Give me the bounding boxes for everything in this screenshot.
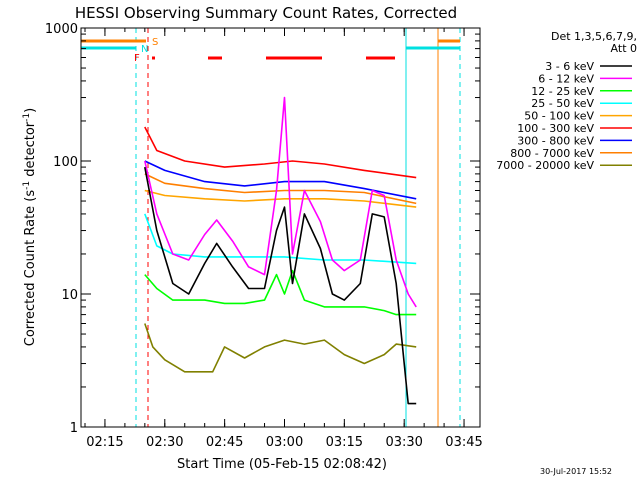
- legend-label: 3 - 6 keV: [545, 60, 594, 73]
- x-axis-ticks: 02:15 02:30 02:45 03:00 03:15 03:30 03:45: [84, 28, 483, 450]
- y-axis-ticks: 1 10 100 1000: [45, 22, 480, 436]
- x-tick-label: 02:45: [206, 435, 243, 450]
- x-tick-label: 02:30: [146, 435, 183, 450]
- legend-label: 25 - 50 keV: [531, 97, 594, 110]
- x-tick-label: 03:00: [266, 435, 303, 450]
- series-line-1: [144, 166, 417, 405]
- plot-area: SNF: [81, 28, 461, 427]
- legend-label: 12 - 25 keV: [531, 85, 594, 98]
- x-tick-label: 03:15: [326, 435, 363, 450]
- series-line-8: [144, 173, 417, 205]
- series-line-4: [144, 213, 417, 265]
- flag-label-f: F: [134, 53, 140, 64]
- legend-label: 100 - 300 keV: [517, 122, 594, 135]
- legend-label: 50 - 100 keV: [524, 110, 594, 123]
- legend-label: 7000 - 20000 keV: [496, 159, 594, 172]
- series-line-9: [144, 323, 417, 373]
- flag-label-n: N: [141, 44, 148, 55]
- x-tick-label: 03:30: [385, 435, 422, 450]
- y-tick-label: 1000: [45, 22, 78, 37]
- timestamp: 30-Jul-2017 15:52: [540, 467, 612, 476]
- legend-header-attenuator: Att 0: [611, 42, 637, 55]
- y-axis-label: Corrected Count Rate (s-1 detector-1): [22, 108, 38, 346]
- series-line-6: [144, 126, 417, 179]
- series-line-3: [144, 269, 417, 316]
- series-line-2: [144, 96, 417, 308]
- legend-label: 800 - 7000 keV: [510, 147, 594, 160]
- x-axis-label: Start Time (05-Feb-15 02:08:42): [177, 457, 387, 472]
- y-tick-label: 100: [53, 155, 78, 170]
- legend-label: 6 - 12 keV: [538, 72, 594, 85]
- x-tick-label: 02:15: [86, 435, 123, 450]
- y-tick-label: 10: [61, 288, 78, 303]
- legend-label: 300 - 800 keV: [517, 134, 594, 147]
- chart-title: HESSI Observing Summary Count Rates, Cor…: [75, 4, 457, 22]
- series-line-7: [144, 160, 417, 200]
- plot-frame: [80, 27, 481, 428]
- flag-label-s: S: [152, 37, 158, 48]
- series-line-5: [144, 189, 417, 208]
- x-tick-label: 03:45: [445, 435, 482, 450]
- legend-header-detectors: Det 1,3,5,6,7,9,: [551, 30, 637, 43]
- y-tick-label: 1: [70, 421, 78, 436]
